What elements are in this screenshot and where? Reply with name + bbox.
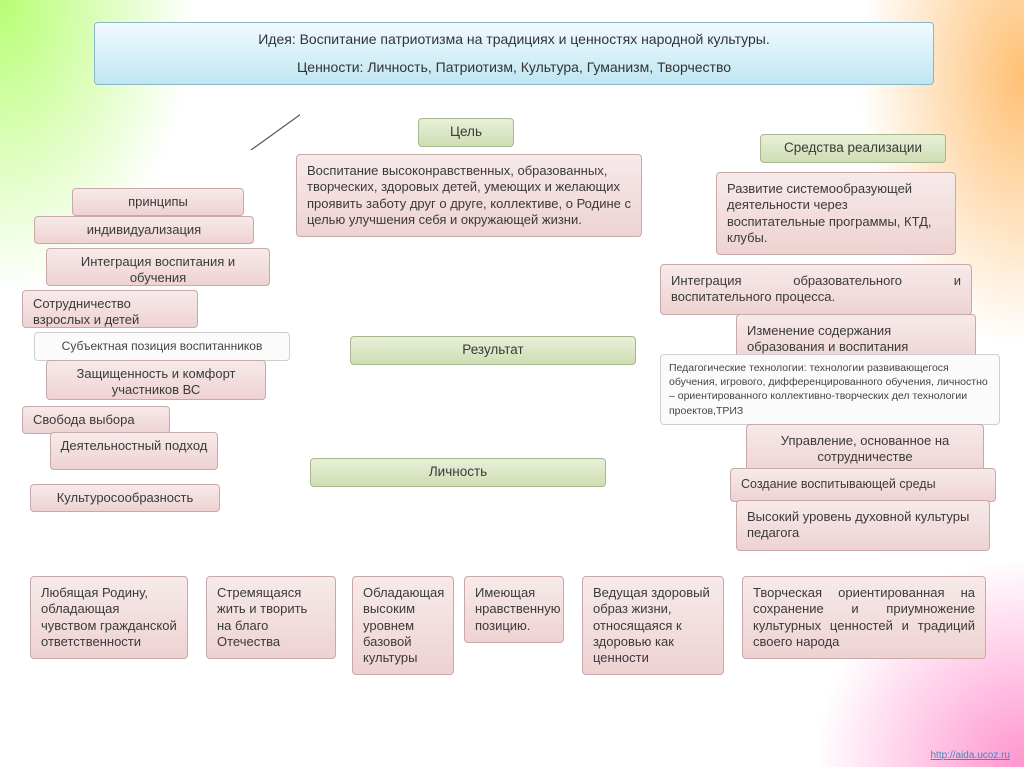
person-e: Ведущая здоровый образ жизни, относящаяс…	[582, 576, 724, 675]
principles-label: принципы	[72, 188, 244, 216]
personality-label: Личность	[310, 458, 606, 487]
means-a: Развитие системообразующей деятельности …	[716, 172, 956, 255]
person-f: Творческая ориентированная на сохранение…	[742, 576, 986, 659]
principle-g: Деятельностный подход	[50, 432, 218, 470]
person-d: Имеющая нравственную позицию.	[464, 576, 564, 643]
principle-d: Субъектная позиция воспитанников	[34, 332, 290, 361]
means-e: Управление, основанное на сотрудничестве	[746, 424, 984, 475]
person-b: Стремящаяся жить и творить на благо Отеч…	[206, 576, 336, 659]
header-values: Ценности: Личность, Патриотизм, Культура…	[105, 59, 923, 77]
principle-c: Сотрудничество взрослых и детей	[22, 290, 198, 328]
means-d: Педагогические технологии: технологии ра…	[660, 354, 1000, 425]
means-g: Высокий уровень духовной культуры педаго…	[736, 500, 990, 551]
goal-text: Воспитание высоконравственных, образован…	[296, 154, 642, 237]
means-b: Интеграция образовательного и воспитател…	[660, 264, 972, 315]
means-f: Создание воспитывающей среды	[730, 468, 996, 502]
principle-h: Культуросообразность	[30, 484, 220, 512]
goal-label: Цель	[418, 118, 514, 147]
result-label: Результат	[350, 336, 636, 365]
principle-e: Защищенность и комфорт участников ВС	[46, 360, 266, 400]
footer-link[interactable]: http://aida.ucoz.ru	[931, 750, 1011, 761]
header-box: Идея: Воспитание патриотизма на традиция…	[94, 22, 934, 85]
person-a: Любящая Родину, обладающая чувством граж…	[30, 576, 188, 659]
person-c: Обладающая высоким уровнем базовой культ…	[352, 576, 454, 675]
principle-f: Свобода выбора	[22, 406, 170, 434]
principle-a: индивидуализация	[34, 216, 254, 244]
principle-b: Интеграция воспитания и обучения	[46, 248, 270, 286]
header-idea: Идея: Воспитание патриотизма на традиция…	[105, 31, 923, 49]
means-label: Средства реализации	[760, 134, 946, 163]
